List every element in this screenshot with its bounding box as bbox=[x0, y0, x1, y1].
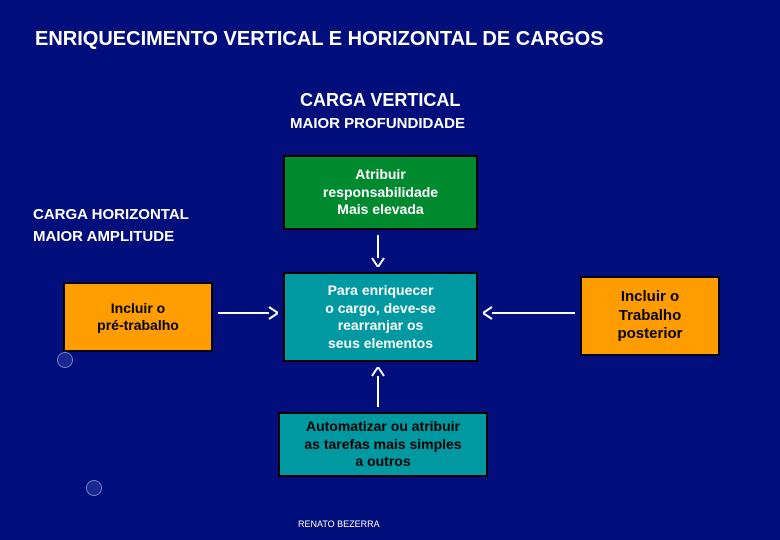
page-title: ENRIQUECIMENTO VERTICAL E HORIZONTAL DE … bbox=[35, 28, 604, 51]
arrow-right-icon bbox=[218, 304, 278, 322]
box-left-pretrabalho: Incluir opré-trabalho bbox=[63, 282, 213, 352]
footer-author: RENATO BEZERRA bbox=[298, 519, 380, 529]
box-center-enrich: Para enriquecero cargo, deve-serearranja… bbox=[283, 272, 478, 362]
arrow-down-icon bbox=[369, 235, 387, 267]
bullet-icon bbox=[86, 480, 102, 496]
vertical-header-line1: CARGA VERTICAL bbox=[300, 90, 460, 111]
box-right-posterior: Incluir oTrabalhoposterior bbox=[580, 276, 720, 356]
box-bottom-automate: Automatizar ou atribuiras tarefas mais s… bbox=[278, 412, 488, 477]
bullet-icon bbox=[57, 352, 73, 368]
vertical-header-line2: MAIOR PROFUNDIDADE bbox=[290, 115, 465, 132]
horizontal-header-line2: MAIOR AMPLITUDE bbox=[33, 227, 174, 247]
box-top-attribute: AtribuirresponsabilidadeMais elevada bbox=[283, 155, 478, 230]
arrow-left-icon bbox=[483, 304, 575, 322]
arrow-up-icon bbox=[369, 367, 387, 407]
horizontal-header-line1: CARGA HORIZONTAL bbox=[33, 205, 189, 225]
